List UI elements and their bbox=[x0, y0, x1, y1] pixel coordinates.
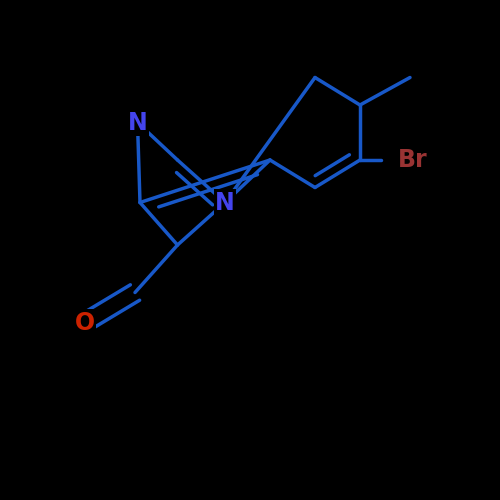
Text: N: N bbox=[128, 110, 148, 134]
Text: O: O bbox=[75, 310, 95, 334]
Text: N: N bbox=[215, 190, 235, 214]
Text: Br: Br bbox=[398, 148, 427, 172]
